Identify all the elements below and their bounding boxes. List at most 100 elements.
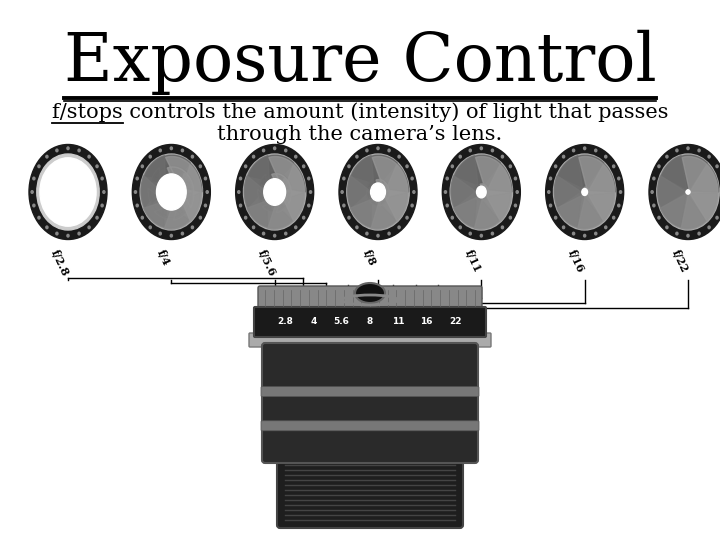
Polygon shape [579,157,615,221]
Ellipse shape [649,145,720,240]
Ellipse shape [88,226,90,228]
Polygon shape [681,165,718,229]
Ellipse shape [206,191,208,193]
Ellipse shape [67,234,69,237]
Ellipse shape [245,217,247,219]
Ellipse shape [469,149,472,152]
Ellipse shape [159,232,161,235]
Ellipse shape [411,177,413,180]
Text: 2.8: 2.8 [277,318,293,327]
Polygon shape [142,156,166,226]
Polygon shape [348,155,397,207]
Polygon shape [554,176,602,228]
Polygon shape [244,176,292,228]
Ellipse shape [263,149,265,152]
FancyBboxPatch shape [254,307,486,337]
Ellipse shape [132,145,210,240]
Ellipse shape [96,217,98,219]
Ellipse shape [618,177,620,180]
Text: through the camera’s lens.: through the camera’s lens. [217,125,503,144]
Ellipse shape [686,190,690,194]
Text: f/stops controls the amount (intensity) of light that passes: f/stops controls the amount (intensity) … [52,102,668,122]
Ellipse shape [411,204,413,207]
Ellipse shape [31,191,33,193]
Ellipse shape [348,165,350,167]
Polygon shape [246,155,294,207]
FancyBboxPatch shape [261,387,479,396]
Ellipse shape [136,177,138,180]
Ellipse shape [347,154,409,230]
Ellipse shape [572,232,575,235]
Ellipse shape [653,177,655,180]
Ellipse shape [103,191,105,193]
Polygon shape [348,156,376,226]
Ellipse shape [253,226,255,228]
Ellipse shape [88,156,90,158]
Text: 5.6: 5.6 [334,318,350,327]
Text: f/2.8: f/2.8 [49,247,71,278]
Ellipse shape [554,165,557,167]
Ellipse shape [451,165,454,167]
Ellipse shape [149,156,151,158]
Ellipse shape [274,234,276,237]
Ellipse shape [235,145,314,240]
Polygon shape [249,156,305,192]
Ellipse shape [446,177,449,180]
Ellipse shape [181,232,184,235]
Ellipse shape [240,204,242,207]
Text: f/22: f/22 [670,247,690,274]
Text: 4: 4 [310,318,317,327]
Ellipse shape [666,156,668,158]
Ellipse shape [159,149,161,152]
Ellipse shape [141,217,143,219]
Ellipse shape [38,217,40,219]
Ellipse shape [676,149,678,152]
Ellipse shape [491,232,493,235]
Ellipse shape [339,145,417,240]
Ellipse shape [582,190,587,194]
Ellipse shape [310,191,312,193]
Ellipse shape [371,183,385,201]
Ellipse shape [29,145,107,240]
Ellipse shape [366,232,368,235]
Ellipse shape [676,232,678,235]
Polygon shape [165,165,201,229]
Ellipse shape [516,191,518,193]
Ellipse shape [509,217,511,219]
Ellipse shape [136,204,138,207]
Ellipse shape [406,217,408,219]
Ellipse shape [294,226,297,228]
Ellipse shape [549,177,552,180]
Ellipse shape [501,156,503,158]
Ellipse shape [199,217,202,219]
Ellipse shape [480,234,482,237]
Ellipse shape [156,174,186,210]
Ellipse shape [96,165,98,167]
Text: 16: 16 [420,318,433,327]
Ellipse shape [509,165,511,167]
FancyBboxPatch shape [258,286,482,310]
Ellipse shape [459,156,462,158]
Ellipse shape [240,177,242,180]
Polygon shape [682,157,718,221]
Polygon shape [578,165,614,229]
Ellipse shape [170,147,172,150]
Ellipse shape [356,156,358,158]
Ellipse shape [294,156,297,158]
Ellipse shape [605,156,607,158]
Ellipse shape [253,156,255,158]
Polygon shape [351,192,407,228]
Ellipse shape [388,149,390,152]
Ellipse shape [192,156,194,158]
Ellipse shape [78,149,80,152]
Ellipse shape [204,177,207,180]
Ellipse shape [459,226,462,228]
Ellipse shape [501,226,503,228]
Text: f/16: f/16 [567,247,587,274]
Ellipse shape [595,232,597,235]
Polygon shape [144,193,200,228]
Ellipse shape [376,190,380,194]
Polygon shape [145,156,202,192]
Ellipse shape [442,145,521,240]
Ellipse shape [469,232,472,235]
